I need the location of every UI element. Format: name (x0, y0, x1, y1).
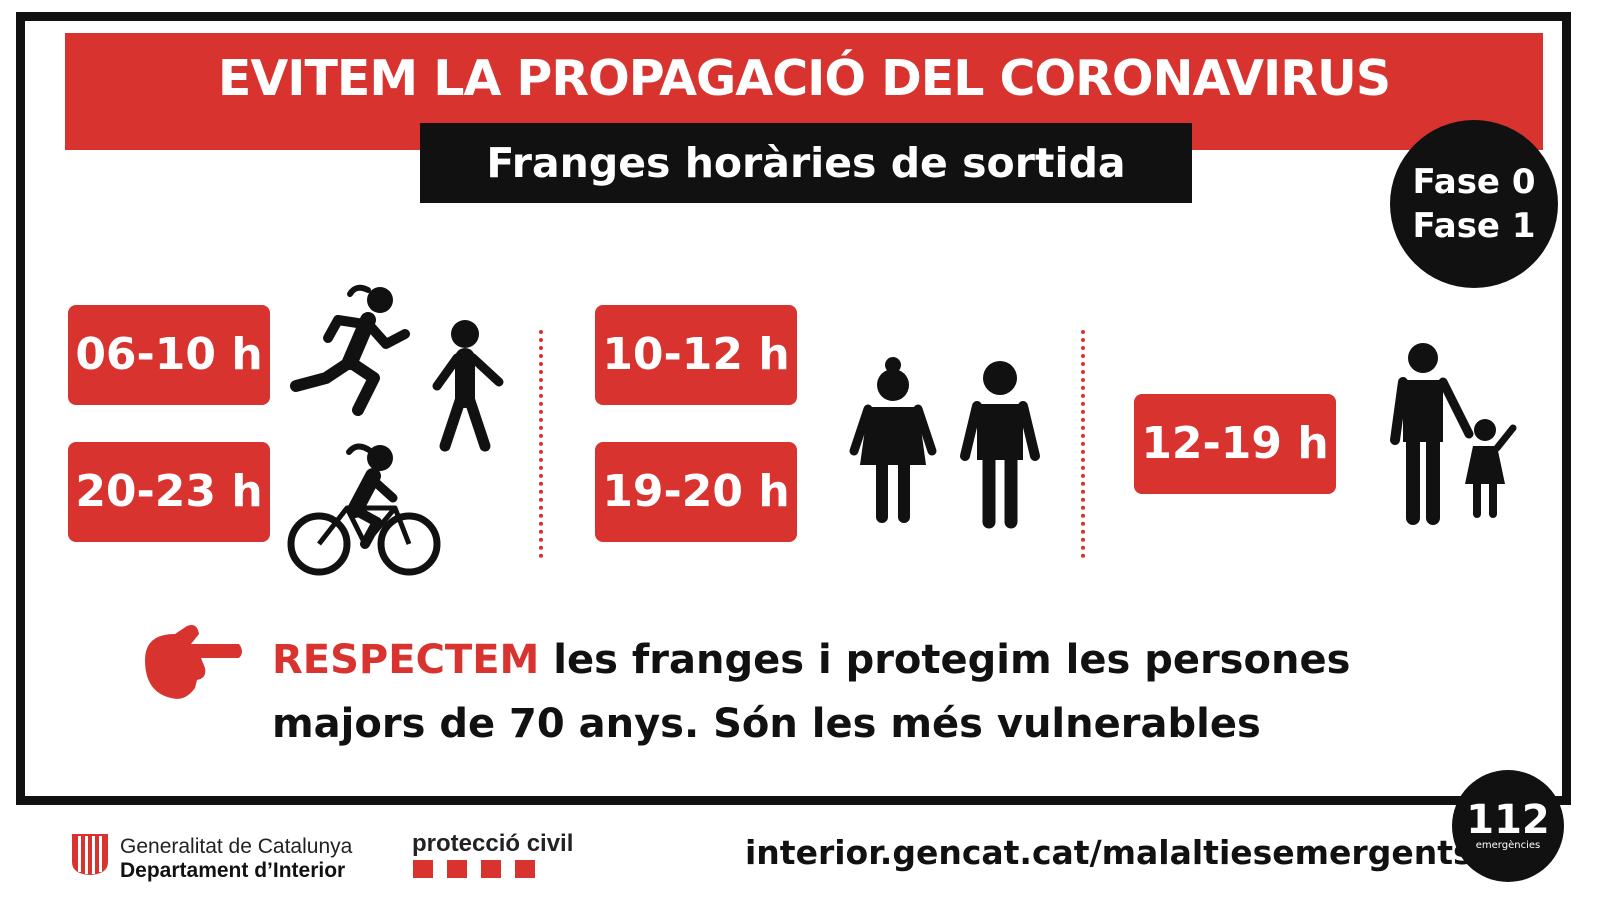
emergency-number: 112 (1466, 797, 1550, 843)
message-line1: RESPECTEM les franges i protegim les per… (272, 628, 1472, 692)
time-slot-children: 12-19 h (1134, 394, 1336, 494)
time-slot-sport-evening: 20-23 h (68, 442, 270, 542)
phase-badge: Fase 0 Fase 1 (1390, 120, 1558, 288)
message-line2: majors de 70 anys. Són les més vulnerabl… (272, 701, 1261, 747)
phase-badge-line1: Fase 0 (1412, 162, 1536, 202)
runner-icon (290, 284, 410, 416)
cyclist-icon (287, 443, 441, 576)
dotted-divider (1081, 330, 1085, 558)
footer-department: Departament d’Interior (120, 859, 346, 882)
footer-url[interactable]: interior.gencat.cat/malaltiesemergents (745, 833, 1473, 872)
dotted-divider (539, 330, 543, 558)
message-highlight: RESPECTEM (272, 637, 540, 683)
time-slot-elderly-morning: 10-12 h (595, 305, 797, 405)
page-title: EVITEM LA PROPAGACIÓ DEL CORONAVIRUS (217, 50, 1391, 107)
footer-org-name: Generalitat de Catalunya (120, 835, 353, 858)
emergency-112-badge: 112 emergències (1452, 770, 1564, 882)
elderly-man-icon (960, 361, 1040, 529)
message-line1-text: les franges i protegim les persones (539, 637, 1351, 683)
time-slot-sport-morning: 06-10 h (68, 305, 270, 405)
phase-badge-line2: Fase 1 (1412, 206, 1536, 246)
time-slot-elderly-evening: 19-20 h (595, 442, 797, 542)
civil-protection-logo: protecció civil (412, 830, 574, 857)
generalitat-emblem-icon (72, 834, 108, 875)
adult-with-child-icon (1390, 343, 1517, 525)
main-message: RESPECTEM les franges i protegim les per… (272, 628, 1472, 756)
elderly-woman-icon (849, 357, 937, 523)
subtitle: Franges horàries de sortida (420, 123, 1192, 203)
civil-protection-squares (413, 860, 535, 878)
emergency-label: emergències (1475, 840, 1541, 851)
walker-icon (432, 320, 504, 452)
pointing-hand-icon (145, 625, 242, 699)
